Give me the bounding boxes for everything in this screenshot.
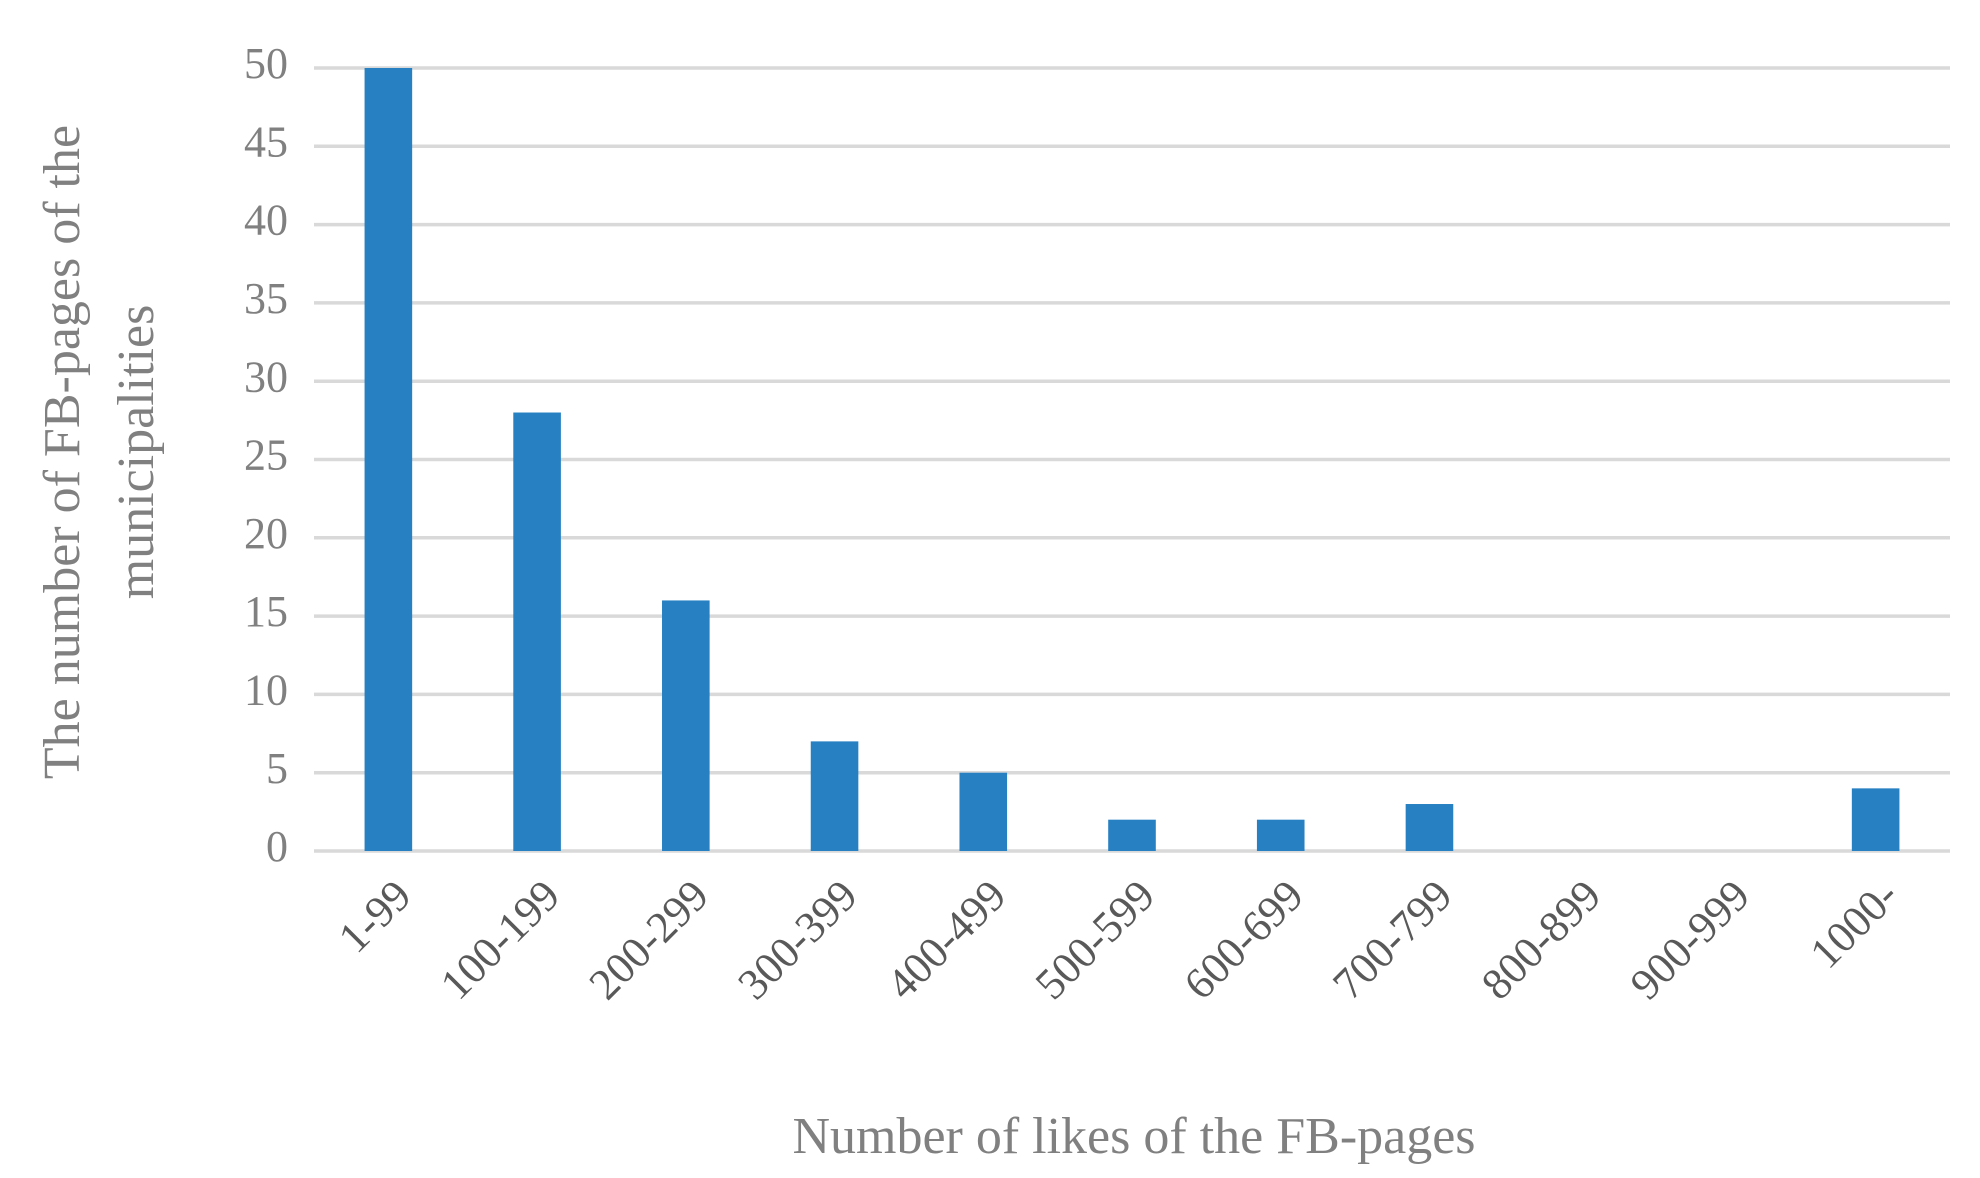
x-tick-label: 200-299: [580, 871, 718, 1009]
bar: [959, 772, 1008, 851]
y-tick-label: 0: [266, 822, 288, 871]
y-tick-label: 15: [244, 587, 288, 636]
y-tick-label: 25: [244, 431, 288, 480]
x-tick-label: 500-599: [1026, 871, 1164, 1009]
x-tick-label: 700-799: [1323, 871, 1461, 1009]
y-tick-label: 10: [244, 665, 288, 714]
y-axis-title: municipalities: [108, 305, 165, 600]
bar: [1256, 819, 1305, 851]
x-tick-label: 300-399: [728, 871, 866, 1009]
bar: [810, 741, 859, 851]
x-tick-label: 900-999: [1621, 871, 1759, 1009]
y-tick-label: 45: [244, 117, 288, 166]
x-axis-title: Number of likes of the FB-pages: [792, 1108, 1475, 1165]
x-tick-label: 400-499: [877, 871, 1015, 1009]
y-axis-title: The number of FB-pages of the: [34, 125, 91, 779]
bar: [513, 412, 561, 851]
x-tick-label: 1-99: [329, 871, 421, 963]
bar: [364, 68, 413, 851]
x-tick-label: 800-899: [1472, 871, 1610, 1009]
y-tick-label: 5: [266, 744, 288, 793]
y-tick-label: 40: [244, 196, 288, 245]
x-tick-label: 600-699: [1175, 871, 1313, 1009]
x-tick-label: 100-199: [431, 871, 569, 1009]
y-tick-label: 30: [244, 352, 288, 401]
bar: [1405, 804, 1454, 851]
bar: [1108, 819, 1156, 851]
y-tick-label: 20: [244, 509, 288, 558]
bar: [1851, 788, 1900, 851]
bar: [662, 600, 710, 851]
x-tick-label: 1000-: [1801, 871, 1908, 978]
y-tick-label: 50: [244, 39, 288, 88]
y-tick-label: 35: [244, 274, 288, 323]
